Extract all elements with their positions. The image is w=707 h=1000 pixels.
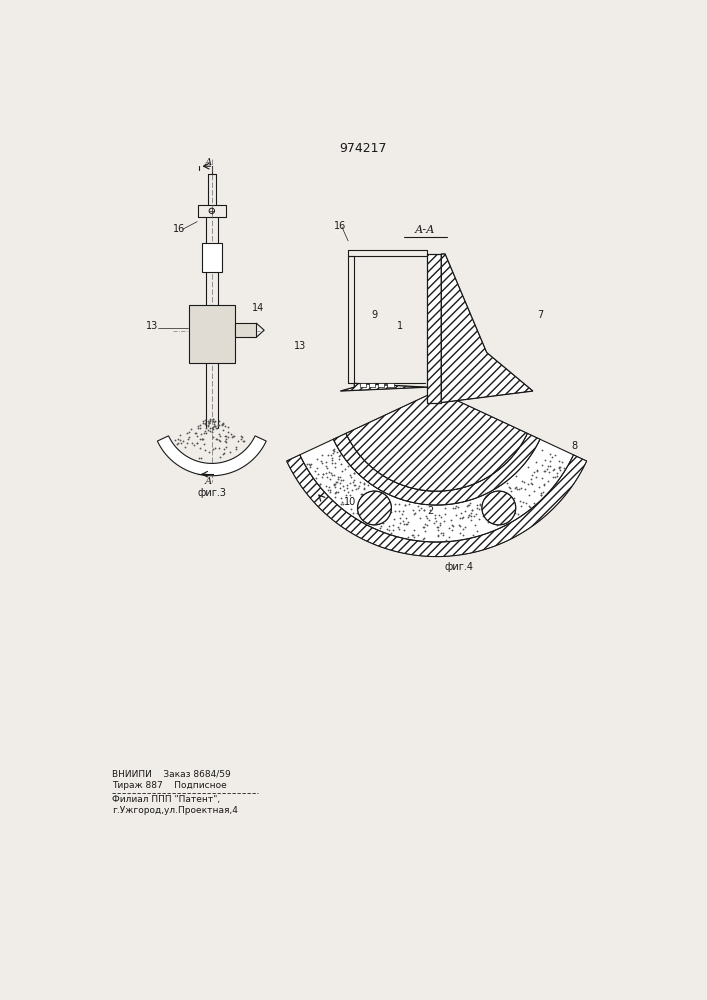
Polygon shape [286,455,587,557]
Text: г.Ужгород,ул.Проектная,4: г.Ужгород,ул.Проектная,4 [112,806,238,815]
Polygon shape [300,439,573,542]
Polygon shape [334,433,540,505]
Text: 7: 7 [537,310,543,320]
Bar [369,383,375,387]
Text: 974217: 974217 [339,142,387,155]
Polygon shape [441,254,533,403]
Bar [387,383,394,387]
Polygon shape [346,391,527,491]
Text: 13: 13 [294,341,306,351]
Bar [428,254,441,403]
Bar [189,305,235,363]
Bar [235,323,257,337]
Text: 2: 2 [428,506,433,516]
Bar [428,254,441,403]
Text: А: А [204,158,211,167]
Bar [378,383,385,387]
Text: Тираж 887    Подписное: Тираж 887 Подписное [112,781,226,790]
Text: 16: 16 [173,224,185,234]
Polygon shape [340,383,428,391]
Circle shape [482,491,516,525]
Text: Филиал ППП "Патент",: Филиал ППП "Патент", [112,795,220,804]
Bar [201,243,222,272]
Circle shape [358,491,392,525]
Bar [360,383,366,387]
Text: 16: 16 [334,221,346,231]
Text: 10: 10 [344,497,356,507]
Polygon shape [158,436,267,476]
Text: 9: 9 [371,310,378,320]
Text: 13: 13 [146,321,158,331]
Text: 1: 1 [397,321,403,331]
Text: А-А: А-А [415,225,436,235]
Text: 8: 8 [571,441,578,451]
Text: фиг.3: фиг.3 [198,488,227,498]
Text: ВНИИПИ    Заказ 8684/59: ВНИИПИ Заказ 8684/59 [112,769,230,778]
Text: 14: 14 [252,303,264,313]
Text: фиг.4: фиг.4 [444,562,474,572]
Text: А: А [204,477,211,486]
